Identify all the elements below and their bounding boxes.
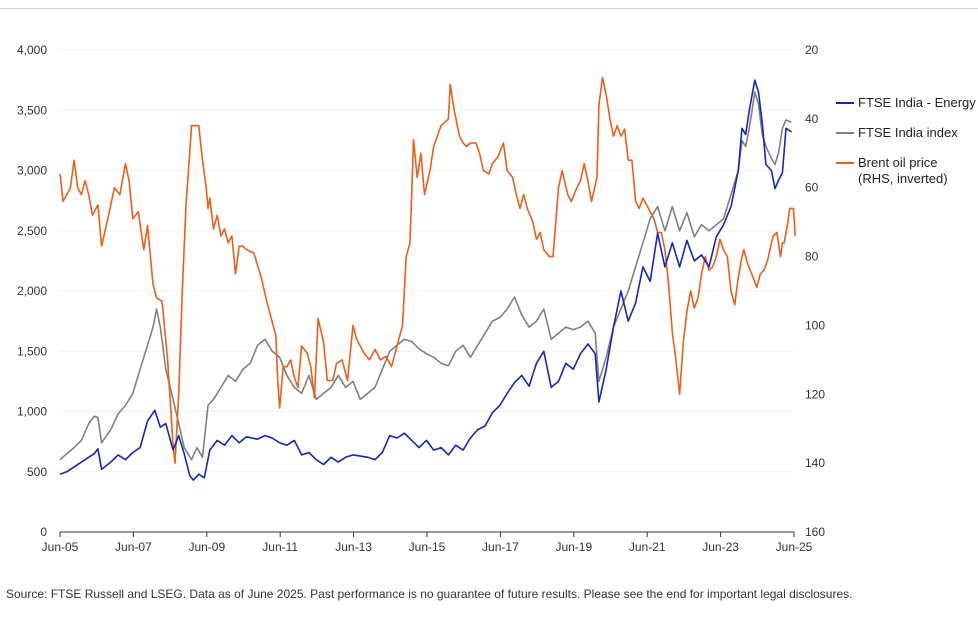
legend-swatch-brent	[836, 162, 854, 164]
legend-item-energy: FTSE India - Energy	[836, 95, 976, 111]
x-tick-label: Jun-23	[702, 540, 739, 554]
y-right-tick-label: 160	[805, 525, 825, 539]
source-note: Source: FTSE Russell and LSEG. Data as o…	[6, 587, 853, 601]
y-left-tick-label: 2,500	[17, 224, 47, 238]
x-tick-label: Jun-07	[115, 540, 152, 554]
x-axis: Jun-05 Jun-07 Jun-09 Jun-11 Jun-13 Jun-15 Jun-…	[42, 532, 813, 554]
y-left-tick-label: 4,000	[17, 43, 47, 57]
legend-label-index: FTSE India index	[858, 125, 958, 140]
legend-item-index: FTSE India index	[836, 125, 976, 141]
y-right-tick-label: 60	[805, 181, 819, 195]
legend-swatch-energy	[836, 102, 854, 104]
y-left-tick-label: 2,000	[17, 284, 47, 298]
y-right-tick-label: 100	[805, 318, 825, 332]
legend-swatch-index	[836, 132, 854, 134]
x-tick-label: Jun-21	[629, 540, 666, 554]
legend-label-energy: FTSE India - Energy	[858, 95, 976, 110]
y-right-tick-label: 80	[805, 250, 819, 264]
series-line-brent	[59, 76, 796, 464]
x-tick-label: Jun-09	[188, 540, 225, 554]
series-line-index	[59, 91, 792, 461]
x-tick-label: Jun-13	[335, 540, 372, 554]
left-y-axis: 0 500 1,000 1,500 2,000 2,500 3,000 3,500 4,000	[17, 43, 47, 539]
legend-item-brent: Brent oil price (RHS, inverted)	[836, 155, 976, 187]
legend: FTSE India - Energy FTSE India index Bre…	[836, 95, 976, 201]
top-divider	[0, 8, 978, 9]
x-tick-label: Jun-15	[409, 540, 446, 554]
y-right-tick-label: 20	[805, 43, 819, 57]
y-left-tick-label: 1,500	[17, 344, 47, 358]
series-lines	[59, 76, 796, 481]
x-tick-label: Jun-11	[262, 540, 298, 554]
x-tick-label: Jun-19	[555, 540, 592, 554]
legend-label-brent: Brent oil price (RHS, inverted)	[858, 155, 948, 186]
x-tick-label: Jun-25	[776, 540, 813, 554]
y-right-tick-label: 40	[805, 112, 819, 126]
y-left-tick-label: 3,500	[17, 103, 47, 117]
series-line-energy	[59, 79, 792, 481]
right-y-axis: 20 40 60 80 100 120 140 160	[805, 43, 825, 539]
x-tick-label: Jun-05	[42, 540, 79, 554]
y-left-tick-label: 500	[27, 465, 47, 479]
y-left-tick-label: 0	[40, 525, 47, 539]
y-right-tick-label: 120	[805, 387, 825, 401]
y-left-tick-label: 3,000	[17, 164, 47, 178]
line-chart: Jun-05 Jun-07 Jun-09 Jun-11 Jun-13 Jun-15 Jun-…	[17, 43, 825, 554]
y-left-tick-label: 1,000	[17, 405, 47, 419]
y-right-tick-label: 140	[805, 456, 825, 470]
x-tick-label: Jun-17	[482, 540, 519, 554]
